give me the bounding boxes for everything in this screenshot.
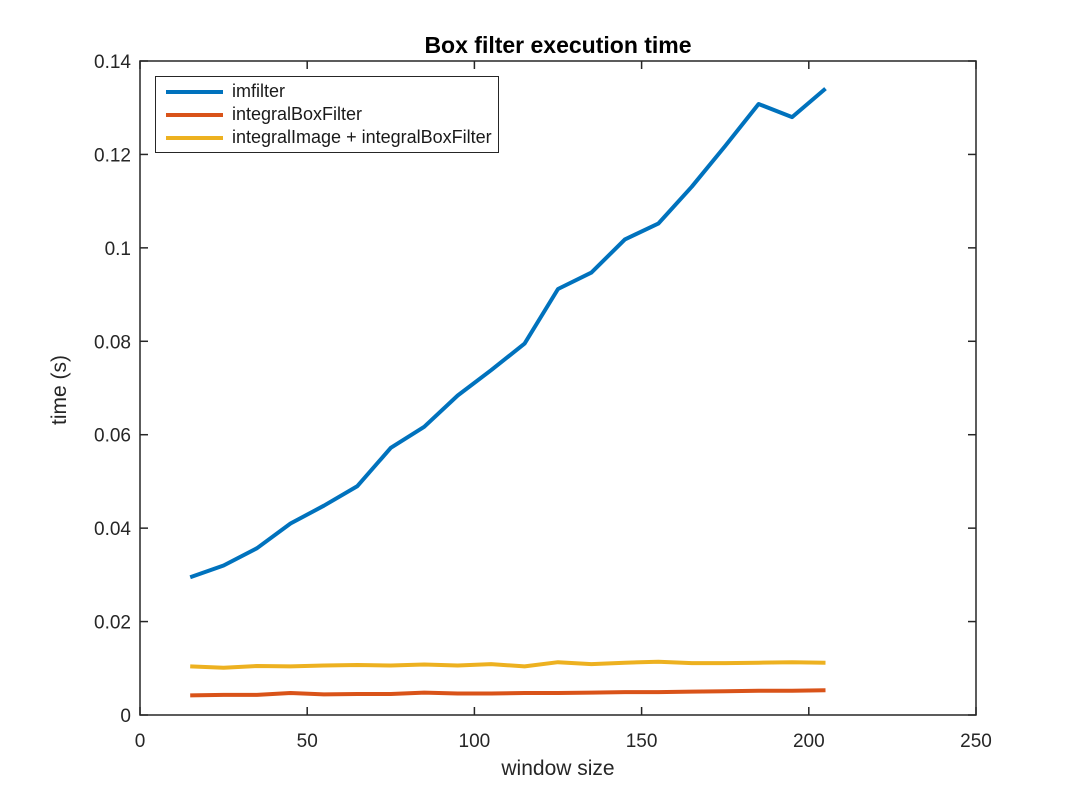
- y-tick-label: 0.1: [105, 239, 131, 260]
- x-tick-label: 250: [960, 731, 992, 752]
- series-line-imfilter: [189, 87, 827, 580]
- y-tick-label: 0.04: [94, 519, 131, 540]
- legend-line-swatch: [166, 89, 223, 94]
- legend-label: integralBoxFilter: [232, 104, 363, 124]
- legend-item: integralBoxFilter: [156, 103, 498, 126]
- x-tick-label: 100: [459, 731, 491, 752]
- legend-line-swatch: [166, 135, 223, 140]
- series-lines: [189, 87, 827, 698]
- x-tick-label: 150: [626, 731, 658, 752]
- axis-tick-labels: 0 50 100 150 200 250 0 0.02 0.04 0.06 0.08 0.1 0.12 0…: [94, 52, 992, 752]
- x-tick-label: 50: [297, 731, 318, 752]
- y-tick-label: 0.14: [94, 52, 131, 73]
- y-tick-label: 0.06: [94, 426, 131, 447]
- y-axis-label: time (s): [48, 355, 71, 425]
- series-line-integralimage-integralboxfilter: [190, 659, 826, 670]
- x-tick-label: 200: [793, 731, 825, 752]
- legend: imfilter integralBoxFilter integralImage +…: [155, 76, 499, 153]
- y-tick-label: 0.02: [94, 613, 131, 634]
- legend-line-swatch: [166, 112, 223, 117]
- y-tick-label: 0.08: [94, 332, 131, 353]
- y-tick-label: 0: [120, 706, 131, 727]
- axis-ticks: [139, 60, 977, 716]
- legend-item: integralImage + integralBoxFilter: [156, 126, 498, 149]
- legend-label: imfilter: [232, 81, 285, 101]
- x-axis-label: window size: [500, 757, 614, 780]
- plot-border: [139, 60, 977, 716]
- chart-title: Box filter execution time: [424, 32, 691, 58]
- x-tick-label: 0: [135, 731, 146, 752]
- series-line-integralboxfilter: [190, 688, 826, 698]
- legend-item: imfilter: [156, 80, 498, 103]
- legend-label: integralImage + integralBoxFilter: [232, 127, 492, 147]
- y-tick-label: 0.12: [94, 145, 131, 166]
